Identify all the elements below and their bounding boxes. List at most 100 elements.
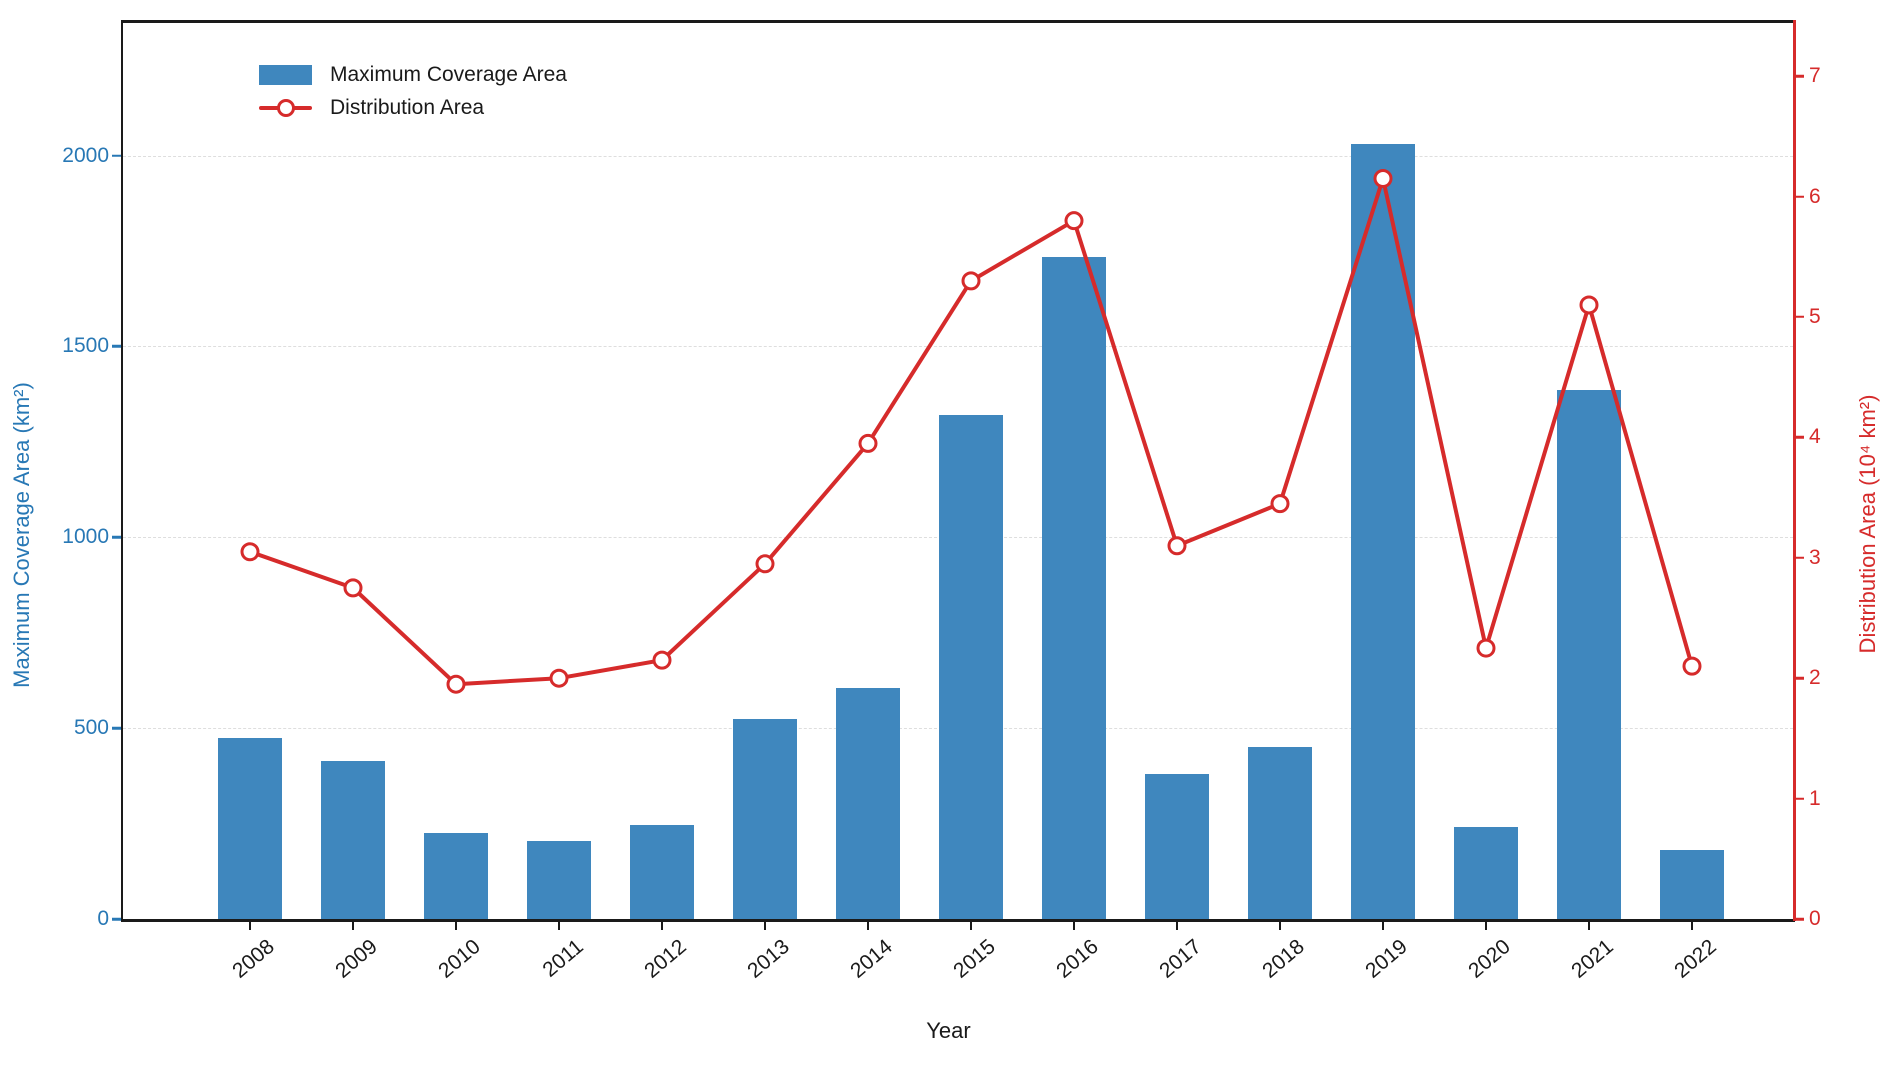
- right-tick-mark-3: [1795, 556, 1804, 560]
- line-marker-2019: [1373, 169, 1393, 189]
- right-tick-label-2: 2: [1809, 666, 1821, 690]
- bar-2012: [630, 825, 694, 919]
- right-tick-mark-6: [1795, 195, 1804, 198]
- x-tick-label-2009: 2009: [331, 935, 382, 983]
- line-marker-2012: [652, 650, 672, 670]
- x-tick-label-2015: 2015: [949, 935, 1000, 983]
- line-marker-2011: [549, 668, 569, 688]
- x-axis-title: Year: [926, 1018, 971, 1043]
- gridline-1500: [123, 346, 1793, 348]
- right-tick-mark-5: [1795, 315, 1804, 319]
- right-tick-mark-0: [1795, 917, 1804, 921]
- x-tick-mark-2012: [661, 922, 663, 930]
- left-tick-label-1000: 1000: [62, 525, 109, 549]
- line-series: [240, 169, 1702, 694]
- x-tick-label-2020: 2020: [1464, 935, 1515, 983]
- x-tick-mark-2011: [558, 922, 560, 930]
- left-tick-mark-0: [112, 917, 121, 921]
- bar-2022: [1660, 850, 1724, 919]
- bar-2008: [218, 737, 282, 919]
- bar-2017: [1145, 773, 1209, 919]
- bar-2011: [527, 840, 591, 919]
- right-axis-title: Distribution Area (10⁴ km²): [1855, 394, 1880, 654]
- bar-2009: [321, 760, 385, 919]
- x-tick-label-2012: 2012: [640, 935, 691, 983]
- line-marker-2022: [1682, 656, 1702, 676]
- x-tick-mark-2016: [1073, 922, 1075, 930]
- left-tick-label-0: 0: [97, 907, 109, 930]
- line-marker-2014: [858, 433, 878, 453]
- x-tick-mark-2017: [1176, 922, 1178, 930]
- x-tick-label-2010: 2010: [434, 935, 485, 983]
- right-tick-mark-7: [1795, 74, 1804, 78]
- bar-2016: [1042, 256, 1106, 919]
- x-tick-label-2019: 2019: [1361, 935, 1412, 983]
- gridline-2000: [123, 155, 1793, 157]
- line-marker-2008: [240, 542, 260, 562]
- x-tick-label-2021: 2021: [1567, 935, 1618, 983]
- line-marker-2009: [343, 578, 363, 598]
- x-tick-mark-2014: [867, 922, 869, 930]
- legend-bar-label: Maximum Coverage Area: [330, 62, 567, 86]
- legend: Maximum Coverage Area Distribution Area: [259, 58, 567, 124]
- right-tick-label-4: 4: [1809, 425, 1821, 449]
- x-tick-mark-2022: [1691, 922, 1693, 930]
- x-tick-mark-2013: [764, 922, 766, 930]
- x-tick-label-2014: 2014: [846, 935, 897, 983]
- right-spine: [1793, 20, 1796, 921]
- x-tick-mark-2009: [352, 922, 354, 930]
- x-tick-mark-2021: [1588, 922, 1590, 930]
- legend-line-label: Distribution Area: [330, 95, 485, 119]
- right-tick-label-1: 1: [1809, 786, 1821, 810]
- left-tick-mark-500: [112, 726, 121, 730]
- left-spine: [120, 20, 123, 921]
- line-marker-2020: [1476, 638, 1496, 658]
- left-tick-label-2000: 2000: [62, 143, 109, 167]
- right-tick-label-3: 3: [1809, 545, 1821, 569]
- x-tick-label-2011: 2011: [538, 935, 588, 982]
- line-marker-2010: [446, 674, 466, 694]
- x-tick-label-2018: 2018: [1258, 935, 1309, 983]
- bar-2021: [1557, 390, 1621, 919]
- left-tick-mark-1500: [112, 345, 121, 348]
- right-tick-label-5: 5: [1809, 304, 1821, 328]
- x-tick-mark-2020: [1485, 922, 1487, 930]
- bar-2020: [1454, 827, 1518, 919]
- right-tick-label-7: 7: [1809, 64, 1821, 88]
- bar-2018: [1248, 747, 1312, 919]
- left-tick-mark-1000: [112, 536, 121, 539]
- right-tick-label-6: 6: [1809, 184, 1821, 208]
- x-tick-label-2017: 2017: [1155, 935, 1206, 983]
- right-tick-mark-2: [1795, 676, 1804, 680]
- line-marker-2017: [1167, 536, 1187, 556]
- top-spine: [121, 20, 1795, 23]
- left-tick-mark-2000: [112, 154, 121, 157]
- line-marker-2021: [1579, 295, 1599, 315]
- x-tick-label-2013: 2013: [743, 935, 794, 983]
- x-tick-mark-2008: [249, 922, 251, 930]
- x-tick-label-2016: 2016: [1052, 935, 1103, 983]
- line-marker-icon: [259, 98, 312, 118]
- right-tick-mark-1: [1795, 797, 1804, 800]
- line-marker-2016: [1064, 211, 1084, 231]
- left-tick-label-500: 500: [73, 716, 109, 740]
- legend-item-bar: Maximum Coverage Area: [259, 58, 567, 91]
- x-tick-mark-2019: [1382, 922, 1384, 930]
- line-marker-2018: [1270, 494, 1290, 514]
- bar-swatch-icon: [259, 64, 312, 85]
- right-tick-mark-4: [1795, 436, 1804, 439]
- bar-2014: [836, 688, 900, 919]
- plot-area: 0 500 1000 1500 2000 0 1 2 3 4 5 6 7 2008 2009 2010 20…: [62, 20, 1821, 983]
- bar-2015: [939, 415, 1003, 919]
- bottom-spine: [121, 919, 1795, 922]
- line-marker-2013: [755, 554, 775, 574]
- distribution-line: [249, 176, 1694, 687]
- x-tick-label-2008: 2008: [228, 935, 279, 983]
- x-tick-label-2022: 2022: [1670, 935, 1721, 983]
- line-marker-2015: [961, 271, 981, 291]
- left-tick-label-1500: 1500: [62, 334, 109, 358]
- right-tick-label-0: 0: [1809, 907, 1821, 930]
- left-axis-title: Maximum Coverage Area (km²): [9, 381, 34, 688]
- x-tick-mark-2010: [455, 922, 457, 930]
